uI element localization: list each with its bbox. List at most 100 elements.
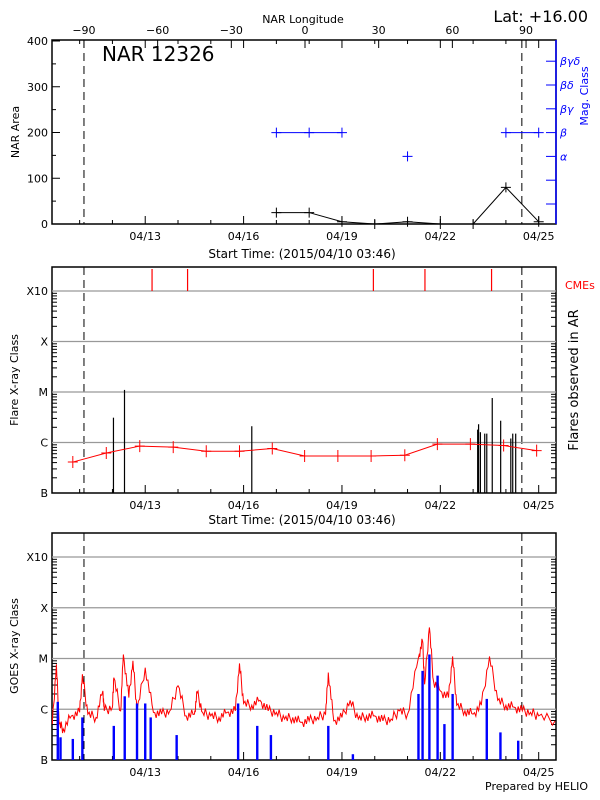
area-point (369, 219, 380, 229)
time-tick-label: 04/22 (424, 766, 456, 779)
plot-frame-3 (51, 532, 557, 761)
flare-average-point (67, 456, 78, 469)
mag-class-tick-label: β (559, 127, 567, 140)
mag-class-label: Mag. Class (578, 66, 591, 125)
flare-average-point (332, 450, 343, 463)
flare-average-point (399, 449, 410, 462)
latitude-label: Lat: +16.00 (493, 7, 588, 26)
time-tick-label: 04/13 (129, 766, 161, 779)
mag-class-tick-label: βδ (559, 79, 574, 92)
time-tick-label: 04/19 (326, 766, 358, 779)
time-tick-label: 04/22 (424, 499, 456, 512)
area-point (336, 216, 347, 227)
flare-y-label: Flare X-ray Class (8, 334, 21, 426)
flare-class-label: B (40, 487, 48, 500)
goes-short-channel-spike (327, 725, 330, 760)
goes-class-label: M (39, 653, 49, 666)
flare-average-point (299, 450, 310, 463)
area-point (500, 182, 511, 193)
time-tick-label: 04/13 (129, 499, 161, 512)
goes-short-channel-spike (236, 703, 240, 760)
flare-average-point (168, 441, 179, 454)
longitude-tick-label: 60 (445, 24, 459, 37)
region-title: NAR 12326 (102, 42, 215, 66)
longitude-tick-label: −30 (220, 24, 243, 37)
goes-class-label: X (40, 602, 48, 615)
goes-short-channel-spike (59, 737, 62, 760)
longitude-tick-label: 0 (302, 24, 309, 37)
longitude-tick-label: 90 (519, 24, 533, 37)
time-tick-label: 04/19 (326, 499, 358, 512)
area-point (435, 219, 446, 229)
cme-label: CMEs (565, 279, 595, 292)
goes-short-channel-spike (175, 735, 178, 760)
flare-average-point (201, 445, 212, 458)
area-point (468, 219, 479, 229)
flare-average-point (531, 444, 542, 457)
flare-average-point (498, 439, 509, 452)
goes-short-channel-spike (421, 670, 424, 760)
goes-y-label: GOES X-ray Class (8, 598, 21, 694)
area-tick-label: 0 (41, 218, 48, 231)
goes-class-label: X10 (26, 551, 48, 564)
longitude-axis-label: NAR Longitude (262, 13, 344, 26)
mag-class-point (500, 127, 511, 138)
goes-short-channel-spike (269, 735, 273, 760)
goes-class-label: B (40, 754, 48, 767)
mag-class-point (402, 151, 413, 162)
goes-short-channel-spike (144, 703, 147, 760)
goes-short-channel-spike (499, 732, 502, 760)
flare-average-point (432, 438, 443, 451)
goes-short-channel-spike (517, 740, 520, 760)
goes-short-channel-spike (81, 717, 84, 760)
flare-average-point (101, 446, 112, 459)
area-tick-label: 200 (27, 127, 48, 140)
flares-observed-label: Flares observed in AR (567, 309, 582, 450)
time-tick-label: 04/16 (228, 766, 260, 779)
goes-short-channel-spike (149, 717, 152, 760)
flare-class-label: X (40, 336, 48, 349)
goes-short-channel-spike (71, 738, 75, 760)
area-tick-label: 300 (27, 81, 48, 94)
mag-class-tick-label: βγ (559, 103, 574, 116)
time-tick-label: 04/16 (228, 499, 260, 512)
time-tick-label: 04/13 (129, 230, 161, 243)
flare-average-point (234, 445, 245, 458)
area-point (533, 216, 544, 227)
mag-class-tick-label: βγδ (559, 55, 581, 68)
time-tick-label: 04/16 (228, 230, 260, 243)
area-tick-label: 400 (27, 35, 48, 48)
goes-short-channel-spike (56, 701, 59, 760)
longitude-tick-label: −90 (72, 24, 95, 37)
area-point (402, 216, 413, 227)
area-point (271, 207, 282, 218)
time-tick-label: 04/19 (326, 230, 358, 243)
goes-short-channel-spike (256, 725, 259, 760)
mag-class-point (336, 127, 347, 138)
flare-class-label: X10 (26, 285, 48, 298)
plot-frame-2 (51, 266, 557, 494)
area-tick-label: 100 (27, 172, 48, 185)
start-time-label-1: Start Time: (2015/04/10 03:46) (208, 247, 395, 261)
longitude-tick-label: −60 (146, 24, 169, 37)
goes-short-channel-spike (112, 725, 115, 760)
plot-frame-1 (51, 39, 557, 225)
goes-class-label: C (40, 703, 48, 716)
time-tick-label: 04/25 (523, 499, 555, 512)
mag-class-tick-label: α (560, 150, 568, 163)
area-y-label: NAR Area (9, 106, 22, 158)
flare-average-point (366, 450, 377, 463)
mag-class-point (304, 127, 315, 138)
goes-short-channel-spike (135, 703, 139, 760)
goes-short-channel-spike (123, 696, 126, 760)
mag-class-point (271, 127, 282, 138)
goes-short-channel-spike (485, 698, 488, 760)
flare-average-point (465, 438, 476, 451)
flare-average-point (134, 440, 145, 453)
goes-long-channel-line (51, 627, 556, 734)
flare-class-label: C (40, 437, 48, 450)
goes-short-channel-spike (451, 693, 454, 760)
flare-class-label: M (39, 386, 49, 399)
goes-short-channel-spike (428, 654, 431, 760)
